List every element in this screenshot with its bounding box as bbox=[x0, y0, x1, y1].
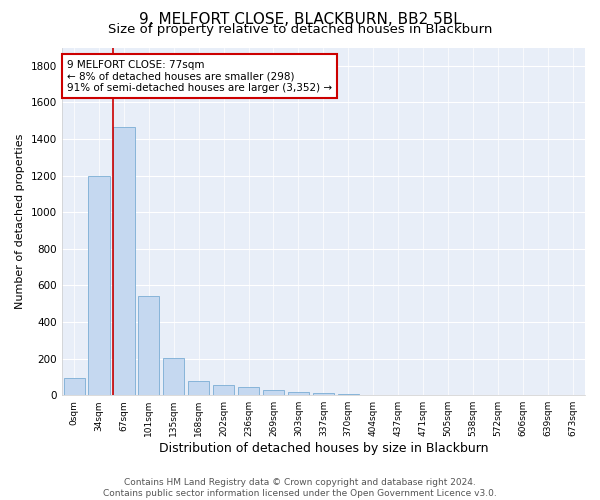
Bar bbox=[238, 387, 259, 395]
Bar bbox=[338, 394, 359, 395]
Bar bbox=[313, 394, 334, 395]
Bar bbox=[163, 358, 184, 395]
Y-axis label: Number of detached properties: Number of detached properties bbox=[15, 134, 25, 309]
Bar bbox=[138, 296, 160, 395]
Bar bbox=[263, 390, 284, 395]
Bar bbox=[64, 378, 85, 395]
Bar bbox=[288, 392, 309, 395]
Text: 9, MELFORT CLOSE, BLACKBURN, BB2 5BL: 9, MELFORT CLOSE, BLACKBURN, BB2 5BL bbox=[139, 12, 461, 28]
Bar bbox=[88, 176, 110, 395]
Bar bbox=[113, 127, 134, 395]
X-axis label: Distribution of detached houses by size in Blackburn: Distribution of detached houses by size … bbox=[158, 442, 488, 455]
Bar bbox=[213, 385, 234, 395]
Text: Contains HM Land Registry data © Crown copyright and database right 2024.
Contai: Contains HM Land Registry data © Crown c… bbox=[103, 478, 497, 498]
Bar bbox=[188, 382, 209, 395]
Text: Size of property relative to detached houses in Blackburn: Size of property relative to detached ho… bbox=[108, 22, 492, 36]
Text: 9 MELFORT CLOSE: 77sqm
← 8% of detached houses are smaller (298)
91% of semi-det: 9 MELFORT CLOSE: 77sqm ← 8% of detached … bbox=[67, 60, 332, 93]
